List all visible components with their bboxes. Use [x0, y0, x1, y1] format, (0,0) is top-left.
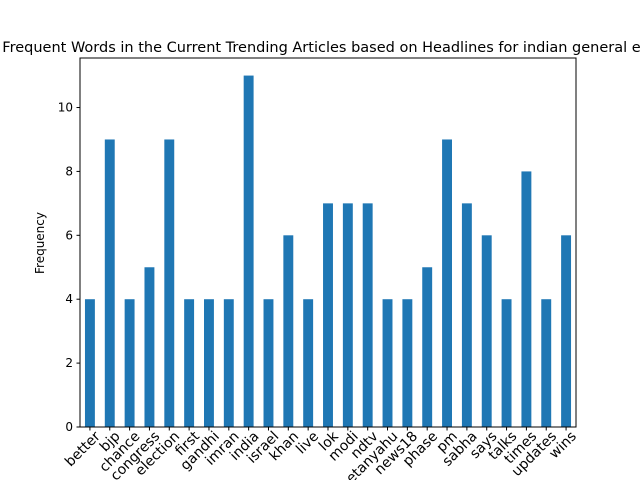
y-tick-label-4: 4 — [65, 292, 73, 306]
bar-chance — [124, 299, 135, 427]
bar-sabha — [461, 203, 472, 427]
bar-updates — [541, 299, 552, 427]
y-tick-label-10: 10 — [58, 101, 73, 115]
bar-israel — [263, 299, 274, 427]
bar-imran — [223, 299, 234, 427]
bars-group — [84, 75, 572, 427]
bar-wins — [561, 235, 572, 427]
bar-india — [243, 75, 254, 427]
bar-bjp — [104, 139, 115, 427]
bar-says — [481, 235, 492, 427]
bar-first — [184, 299, 195, 427]
bar-pm — [442, 139, 452, 427]
bar-khan — [283, 235, 294, 427]
y-tick-label-6: 6 — [65, 228, 73, 242]
bar-better — [84, 299, 95, 427]
bar-gandhi — [204, 299, 214, 427]
y-axis: 0 2 4 6 8 10 — [58, 101, 80, 434]
bar-times — [521, 171, 532, 427]
bar-lok — [323, 203, 333, 427]
bar-modi — [342, 203, 353, 427]
y-axis-label: Frequency — [33, 212, 47, 274]
bar-phase — [422, 267, 433, 427]
bar-election — [164, 139, 175, 427]
bar-ndtv — [362, 203, 373, 427]
x-axis: betterbjpchancecongresselectionfirstgand… — [62, 427, 580, 480]
y-tick-label-2: 2 — [65, 356, 73, 370]
bar-congress — [144, 267, 155, 427]
bar-news18 — [402, 299, 413, 427]
bar-netanyahu — [382, 299, 393, 427]
chart-title: Most Frequent Words in the Current Trend… — [0, 40, 640, 56]
bar-talks — [501, 299, 512, 427]
bar-live — [303, 299, 314, 427]
y-tick-label-0: 0 — [65, 420, 73, 434]
y-tick-label-8: 8 — [65, 164, 73, 178]
